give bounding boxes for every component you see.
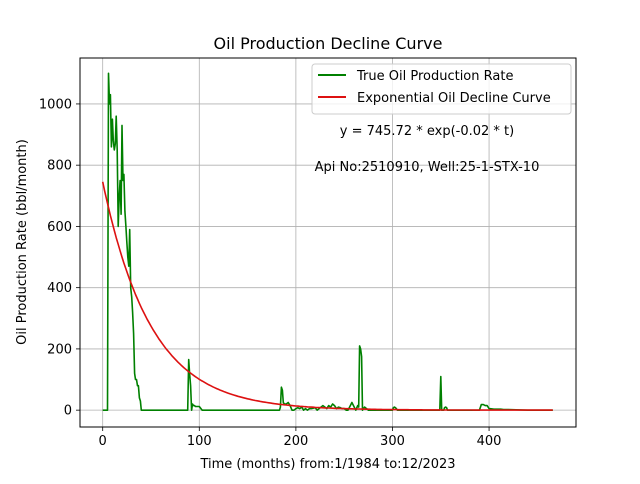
legend-label-true-production: True Oil Production Rate: [356, 69, 513, 84]
x-tick-label: 400: [477, 434, 502, 449]
equation-annotation: y = 745.72 * exp(-0.02 * t): [340, 124, 514, 139]
x-tick-label: 100: [187, 434, 212, 449]
plot-frame: [79, 57, 577, 428]
exponential-decline-line: [101, 181, 553, 411]
y-tick-label: 600: [47, 220, 72, 235]
y-tick-label: 400: [47, 281, 72, 296]
legend-label-decline-curve: Exponential Oil Decline Curve: [357, 91, 551, 106]
x-tick-label: 0: [99, 434, 107, 449]
legend: True Oil Production Rate Exponential Oil…: [311, 63, 572, 115]
chart-title: Oil Production Decline Curve: [214, 34, 443, 53]
y-axis-label: Oil Production Rate (bbl/month): [15, 139, 30, 345]
series-layer: [101, 72, 553, 412]
ticks-layer: 0 100 200 300 400 0 200 400 600 800 1000: [39, 97, 502, 449]
y-tick-label: 200: [47, 342, 72, 357]
well-info-annotation: Api No:2510910, Well:25-1-STX-10: [315, 160, 540, 175]
plot-area-background: [80, 58, 576, 427]
x-tick-label: 300: [380, 434, 405, 449]
y-tick-label: 1000: [39, 97, 72, 112]
x-tick-label: 200: [283, 434, 308, 449]
y-tick-label: 800: [47, 159, 72, 174]
legend-box: [311, 63, 572, 115]
x-axis-label: Time (months) from:1/1984 to:12/2023: [199, 457, 455, 472]
y-tick-label: 0: [64, 404, 72, 419]
